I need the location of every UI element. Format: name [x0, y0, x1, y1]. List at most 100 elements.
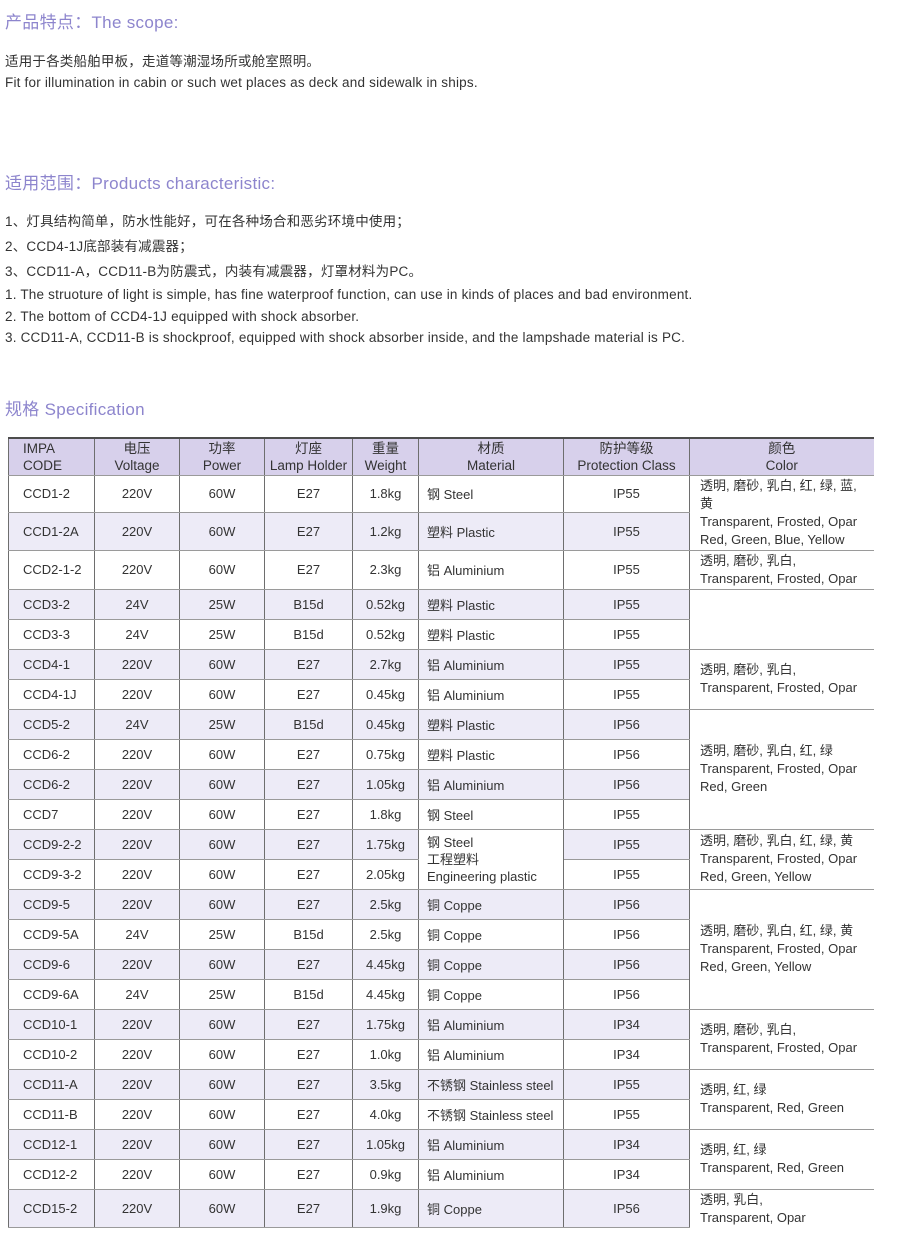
cell-impa-code: CCD9-6A	[8, 978, 95, 1010]
cell-material: 铝 Aluminium	[418, 768, 564, 800]
specification-heading: 规格 Specification	[5, 399, 145, 419]
spec-row-ccd4-1j-6: CCD4-1J 220V 60W E27 0.45kg 铝 Aluminium IP55	[8, 678, 874, 710]
cell-material: 铜 Coppe	[418, 978, 564, 1010]
cell-power: 25W	[179, 918, 265, 950]
cell-power: 60W	[179, 768, 265, 800]
cell-voltage: 220V	[94, 1068, 180, 1100]
cell-power: 60W	[179, 858, 265, 890]
col-header-protection-class: 防护等级 Protection Class	[563, 437, 690, 476]
cell-voltage: 24V	[94, 978, 180, 1010]
scope-section: 产品特点：The scope: 适用于各类船舶甲板，走道等潮湿场所或舱室照明。 …	[5, 8, 892, 93]
cell-impa-code: CCD2-1-2	[8, 549, 95, 590]
cell-power: 25W	[179, 618, 265, 650]
spec-row-ccd15-2-23: CCD15-2 220V 60W E27 1.9kg 铜 Coppe IP56 透明, 乳白,…	[8, 1188, 874, 1228]
cell-material: 塑料 Plastic	[418, 708, 564, 740]
cell-impa-code: CCD6-2	[8, 768, 95, 800]
cell-material: 铜 Coppe	[418, 888, 564, 920]
spec-row-ccd11-a-19: CCD11-A 220V 60W E27 3.5kg 不锈钢 Stainless stee…	[8, 1068, 874, 1130]
spec-row-ccd9-6-15: CCD9-6 220V 60W E27 4.45kg 铜 Coppe IP56	[8, 948, 874, 980]
cell-protection-class: IP55	[563, 1098, 690, 1130]
cell-lamp-holder: E27	[264, 1038, 353, 1070]
cell-material: 塑料 Plastic	[418, 738, 564, 770]
header-row: IMPA CODE 电压 Voltage 功率 Power 灯座 Lamp Holder 重量 W…	[8, 437, 874, 476]
cell-protection-class: IP56	[563, 948, 690, 980]
cell-voltage: 220V	[94, 512, 180, 551]
cell-color: 透明, 红, 绿 Transparent, Red, Green	[689, 1128, 874, 1190]
cell-lamp-holder: E27	[264, 512, 353, 551]
cell-weight: 1.0kg	[352, 1038, 419, 1070]
spec-row-ccd10-1-17: CCD10-1 220V 60W E27 1.75kg 铝 Aluminium IP34 透明…	[8, 1008, 874, 1070]
cell-protection-class: IP56	[563, 918, 690, 950]
col-header-voltage: 电压 Voltage	[94, 437, 180, 476]
cell-voltage: 24V	[94, 618, 180, 650]
cell-voltage: 220V	[94, 798, 180, 830]
cell-impa-code: CCD1-2A	[8, 512, 95, 551]
cell-weight: 4.45kg	[352, 978, 419, 1010]
spec-row-ccd9-5-13: CCD9-5 220V 60W E27 2.5kg 铜 Coppe IP56 透明, 磨砂, …	[8, 888, 874, 1010]
cell-lamp-holder: B15d	[264, 918, 353, 950]
cell-protection-class: IP34	[563, 1038, 690, 1070]
cell-lamp-holder: E27	[264, 948, 353, 980]
cell-impa-code: CCD3-3	[8, 618, 95, 650]
spec-row-ccd9-2-2-11: CCD9-2-2 220V 60W E27 1.75kg 钢 Steel 工程塑料 Engin…	[8, 828, 874, 890]
cell-lamp-holder: E27	[264, 1128, 353, 1160]
cell-lamp-holder: E27	[264, 858, 353, 890]
spec-row-ccd3-3-4: CCD3-3 24V 25W B15d 0.52kg 塑料 Plastic IP55	[8, 618, 874, 650]
cell-material: 铝 Aluminium	[418, 1008, 564, 1040]
cell-color: 透明, 乳白, Transparent, Opar	[689, 1188, 874, 1228]
cell-protection-class: IP55	[563, 549, 690, 590]
cell-protection-class: IP56	[563, 768, 690, 800]
cell-impa-code: CCD12-1	[8, 1128, 95, 1160]
spec-row-ccd1-2a-1: CCD1-2A 220V 60W E27 1.2kg 塑料 Plastic IP55	[8, 512, 874, 551]
cell-color: 透明, 红, 绿 Transparent, Red, Green	[689, 1068, 874, 1130]
cell-protection-class: IP56	[563, 708, 690, 740]
cell-material: 铝 Aluminium	[418, 678, 564, 710]
cell-weight: 0.75kg	[352, 738, 419, 770]
cell-impa-code: CCD4-1J	[8, 678, 95, 710]
characteristic-item-zh: 3、CCD11-A，CCD11-B为防震式，内装有减震器，灯罩材料为PC。	[5, 264, 423, 279]
spec-row-ccd9-6a-16: CCD9-6A 24V 25W B15d 4.45kg 铜 Coppe IP56	[8, 978, 874, 1010]
cell-voltage: 220V	[94, 858, 180, 890]
cell-voltage: 220V	[94, 1038, 180, 1070]
col-header-color: 颜色 Color	[689, 437, 874, 476]
cell-color: 透明, 磨砂, 乳白, Transparent, Frosted, Opar	[689, 549, 874, 590]
cell-impa-code: CCD1-2	[8, 474, 95, 513]
cell-protection-class: IP55	[563, 678, 690, 710]
cell-voltage: 220V	[94, 549, 180, 590]
cell-power: 60W	[179, 1038, 265, 1070]
spec-row-ccd9-5a-14: CCD9-5A 24V 25W B15d 2.5kg 铜 Coppe IP56	[8, 918, 874, 950]
cell-weight: 0.9kg	[352, 1158, 419, 1190]
cell-power: 25W	[179, 978, 265, 1010]
cell-lamp-holder: E27	[264, 798, 353, 830]
cell-power: 60W	[179, 948, 265, 980]
cell-protection-class: IP55	[563, 588, 690, 620]
cell-lamp-holder: E27	[264, 768, 353, 800]
cell-protection-class: IP55	[563, 828, 690, 860]
cell-power: 25W	[179, 708, 265, 740]
spec-row-ccd12-2-22: CCD12-2 220V 60W E27 0.9kg 铝 Aluminium IP34	[8, 1158, 874, 1190]
cell-impa-code: CCD9-6	[8, 948, 95, 980]
cell-protection-class: IP34	[563, 1128, 690, 1160]
cell-protection-class: IP55	[563, 618, 690, 650]
cell-weight: 2.05kg	[352, 858, 419, 890]
cell-weight: 4.0kg	[352, 1098, 419, 1130]
characteristic-item-en: 1. The struoture of light is simple, has…	[5, 287, 693, 302]
cell-lamp-holder: E27	[264, 1068, 353, 1100]
cell-impa-code: CCD5-2	[8, 708, 95, 740]
cell-power: 60W	[179, 648, 265, 680]
cell-lamp-holder: E27	[264, 474, 353, 513]
cell-power: 25W	[179, 588, 265, 620]
cell-voltage: 220V	[94, 678, 180, 710]
col-header-weight: 重量 Weight	[352, 437, 419, 476]
cell-protection-class: IP56	[563, 978, 690, 1010]
cell-material: 铝 Aluminium	[418, 1158, 564, 1190]
spec-row-ccd3-2-3: CCD3-2 24V 25W B15d 0.52kg 塑料 Plastic IP55	[8, 588, 874, 650]
cell-protection-class: IP56	[563, 738, 690, 770]
characteristic-item-zh: 2、CCD4-1J底部装有减震器；	[5, 239, 193, 254]
cell-material: 铝 Aluminium	[418, 549, 564, 590]
cell-voltage: 24V	[94, 588, 180, 620]
cell-voltage: 220V	[94, 474, 180, 513]
cell-impa-code: CCD10-1	[8, 1008, 95, 1040]
cell-voltage: 24V	[94, 918, 180, 950]
cell-color: 透明, 磨砂, 乳白, 红, 绿, 黄 Transparent, Frosted,…	[689, 828, 874, 890]
